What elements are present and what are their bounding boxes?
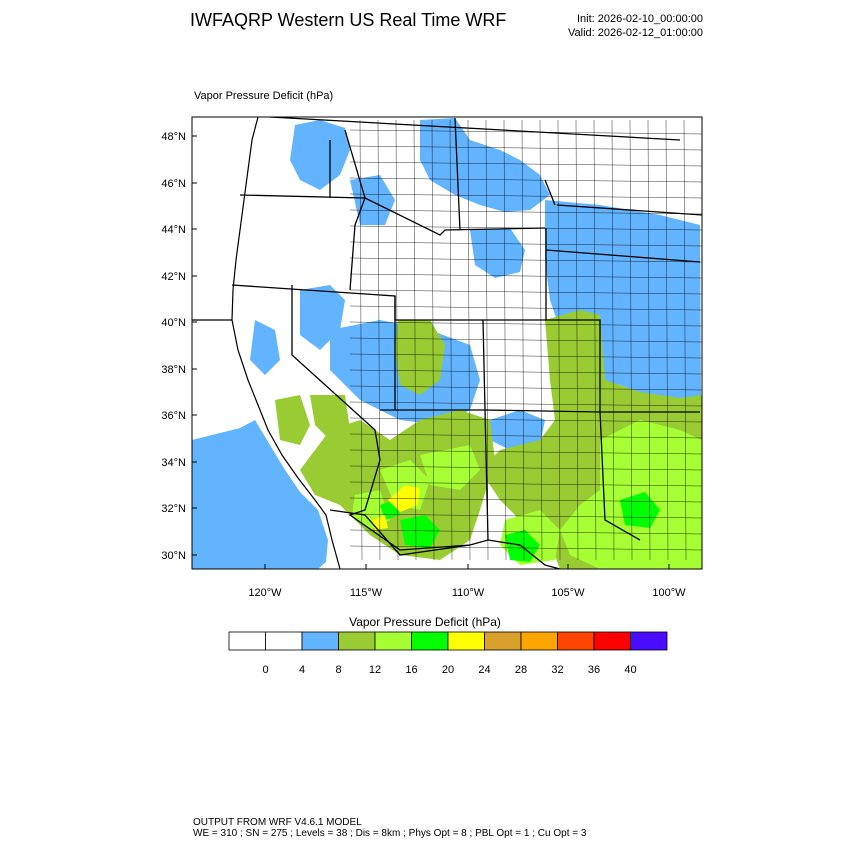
colorbar-swatch <box>447 631 485 651</box>
lat-tick-label: 34°N <box>161 457 186 469</box>
colorbar-label: 16 <box>405 664 417 676</box>
lon-tick-label: 100°W <box>652 587 686 599</box>
valid-time: Valid: 2026-02-12_01:00:00 <box>568 27 703 39</box>
colorbar-swatch <box>484 631 522 651</box>
colorbar-swatch <box>338 631 376 651</box>
lat-tick-label: 40°N <box>161 317 186 329</box>
colorbar-swatch <box>411 631 449 651</box>
init-time: Init: 2026-02-10_00:00:00 <box>577 13 703 25</box>
colorbar-label: 24 <box>478 664 490 676</box>
longitude-axis: 120°W 115°W 110°W 105°W 100°W <box>248 564 686 599</box>
colorbar-swatch <box>265 631 303 651</box>
colorbar-swatch <box>630 631 668 651</box>
colorbar-label: 32 <box>551 664 563 676</box>
lat-tick-label: 32°N <box>161 503 186 515</box>
lat-tick-label: 48°N <box>161 131 186 143</box>
colorbar-label: 28 <box>515 664 527 676</box>
model-info-line1: OUTPUT FROM WRF V4.6.1 MODEL <box>193 817 362 828</box>
colorbar-swatch <box>593 631 631 651</box>
lat-tick-label: 42°N <box>161 271 186 283</box>
colorbar-swatch <box>520 631 558 651</box>
colorbar-label: 12 <box>369 664 381 676</box>
colorbar-label: 8 <box>335 664 341 676</box>
ocean-region <box>192 420 328 569</box>
lat-tick-label: 38°N <box>161 364 186 376</box>
colorbar-title: Vapor Pressure Deficit (hPa) <box>349 615 501 629</box>
colorbar-label: 40 <box>624 664 636 676</box>
lat-tick-label: 36°N <box>161 410 186 422</box>
lon-tick-label: 110°W <box>452 587 485 599</box>
colorbar-label: 36 <box>588 664 600 676</box>
colorbar-swatch <box>301 631 339 651</box>
vpd-blue-regions <box>250 118 702 569</box>
lon-tick-label: 105°W <box>551 587 585 599</box>
lat-tick-label: 30°N <box>161 550 186 562</box>
colorbar-label: 20 <box>442 664 454 676</box>
colorbar: 0 4 8 12 16 20 24 28 32 36 40 <box>228 631 668 676</box>
colorbar-swatch <box>228 631 266 651</box>
latitude-axis: 30°N 32°N 34°N 36°N 38°N 40°N 42°N 44°N 46°N 48°N <box>161 131 197 562</box>
lon-tick-label: 115°W <box>350 587 383 599</box>
lat-tick-label: 44°N <box>161 224 186 236</box>
colorbar-label: 0 <box>262 664 268 676</box>
colorbar-swatch <box>557 631 595 651</box>
colorbar-label: 4 <box>299 664 305 676</box>
map-frame <box>191 116 703 570</box>
county-lines <box>349 119 702 561</box>
plot-title: IWFAQRP Western US Real Time WRF <box>190 10 507 30</box>
international-border <box>329 509 561 569</box>
field-label: Vapor Pressure Deficit (hPa) <box>194 90 334 102</box>
model-info-line2: WE = 310 ; SN = 275 ; Levels = 38 ; Dis … <box>193 828 587 839</box>
lon-tick-label: 120°W <box>248 587 282 599</box>
lat-tick-label: 46°N <box>161 178 186 190</box>
state-borders <box>192 117 702 551</box>
colorbar-swatch <box>374 631 412 651</box>
map-area <box>192 117 702 569</box>
